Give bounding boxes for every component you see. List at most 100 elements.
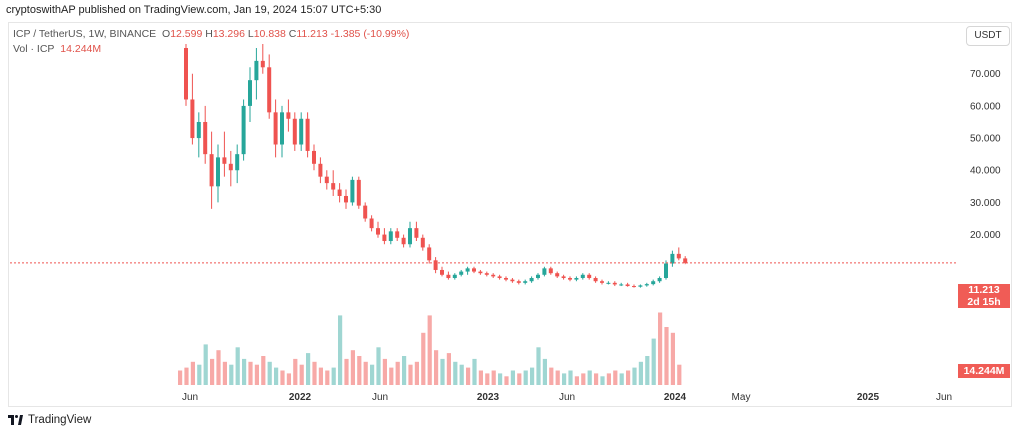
volume-bar — [203, 344, 208, 385]
volume-bar — [261, 356, 266, 385]
volume-badge: 14.244M — [958, 364, 1010, 378]
volume-bar — [350, 350, 355, 385]
volume-bar — [472, 358, 477, 385]
candle-body — [286, 112, 291, 119]
volume-bar — [389, 367, 394, 385]
candle-body — [587, 274, 592, 279]
candle-body — [203, 121, 208, 155]
volume-bar — [248, 361, 253, 385]
x-tick-label: Jun — [182, 392, 198, 403]
volume-bar — [395, 361, 400, 385]
volume-bar — [645, 356, 650, 385]
candle-body — [484, 273, 489, 275]
candle-body — [337, 189, 342, 196]
candle-body — [593, 278, 598, 282]
volume-bar — [568, 370, 573, 385]
candle-body — [420, 237, 425, 248]
x-tick-label: 2024 — [664, 392, 687, 403]
candle-body — [267, 67, 272, 113]
volume-bar — [510, 370, 515, 385]
volume-value: 14.244M — [60, 43, 102, 55]
volume-bar — [478, 370, 483, 385]
candle-body — [491, 274, 496, 277]
volume-bar — [312, 361, 317, 385]
candle-body — [280, 112, 284, 145]
y-tick-label: 40.000 — [970, 166, 1001, 177]
candle-body — [414, 228, 419, 238]
candle-body — [228, 163, 233, 171]
y-tick-label: 60.000 — [970, 101, 1001, 112]
volume-bar — [530, 367, 535, 385]
volume-bar — [254, 364, 259, 385]
bar-countdown: 2d 15h — [967, 296, 1001, 308]
candle-body — [401, 237, 406, 245]
close-value: 11.213 — [296, 28, 328, 40]
volume-bar — [267, 361, 272, 385]
candle-body — [657, 278, 662, 282]
candle-body — [612, 282, 617, 285]
volume-bar — [299, 364, 304, 385]
chart-frame[interactable] — [8, 22, 1012, 407]
candle-body — [427, 247, 432, 261]
candle-body — [222, 157, 227, 164]
candle-body — [459, 271, 464, 275]
volume-bar — [229, 364, 234, 385]
volume-bar — [210, 358, 215, 385]
candle-body — [568, 278, 572, 280]
volume-bar — [626, 370, 631, 385]
candle-body — [651, 281, 656, 285]
ohlc-legend: ICP / TetherUS, 1W, BINANCE O12.599 H13.… — [13, 28, 409, 40]
volume-bar — [178, 370, 183, 385]
open-value: 12.599 — [170, 28, 203, 40]
volume-bar — [619, 373, 624, 385]
candle-body — [363, 205, 368, 219]
candle-body — [606, 282, 611, 284]
volume-bar — [306, 353, 311, 385]
currency-button[interactable]: USDT — [966, 26, 1010, 46]
volume-bar — [658, 312, 663, 385]
volume-bar — [421, 332, 426, 385]
candle-body — [299, 118, 304, 145]
volume-bars — [178, 312, 682, 385]
volume-bar — [344, 358, 349, 385]
volume-bar — [606, 373, 611, 385]
volume-bar — [536, 347, 541, 385]
volume-bar — [440, 358, 445, 385]
volume-bar — [190, 361, 195, 385]
volume-bar — [197, 364, 202, 385]
candle-body — [504, 278, 508, 280]
candle-body — [478, 271, 483, 274]
volume-bar — [485, 373, 490, 385]
high-value: 13.296 — [212, 28, 245, 40]
volume-bar — [325, 370, 330, 385]
tradingview-logo-icon — [8, 415, 24, 425]
volume-bar — [594, 373, 599, 385]
candle-body — [305, 118, 310, 151]
candle-body — [241, 105, 246, 155]
candle-body — [216, 157, 220, 187]
candle-body — [344, 195, 348, 203]
candle-body — [472, 268, 476, 272]
candle-body — [395, 231, 400, 238]
volume-bar — [235, 347, 240, 385]
low-label: L — [247, 28, 254, 40]
candle-body — [676, 253, 681, 259]
last-price-badge: 11.213 2d 15h — [958, 284, 1010, 308]
candle-body — [625, 284, 630, 287]
volume-bar — [453, 361, 458, 385]
open-label: O — [162, 28, 171, 40]
y-tick-label: 30.000 — [970, 198, 1001, 209]
candle-body — [580, 274, 585, 279]
candle-body — [433, 260, 438, 270]
candle-body — [536, 274, 540, 279]
x-tick-label: 2022 — [289, 392, 312, 403]
tradingview-logo[interactable]: TradingView — [8, 414, 91, 426]
y-tick-label: 70.000 — [970, 69, 1001, 80]
low-value: 10.838 — [253, 28, 286, 40]
candle-body — [254, 60, 259, 81]
volume-bar — [427, 315, 432, 385]
volume-bar — [382, 358, 387, 385]
candle-body — [664, 263, 668, 279]
candle-body — [331, 183, 336, 190]
